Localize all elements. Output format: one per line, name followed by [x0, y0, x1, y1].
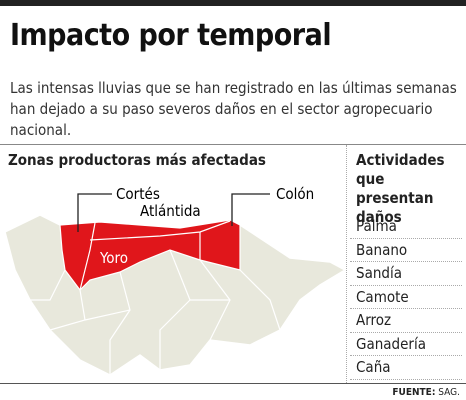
map-label: Cortés — [116, 185, 160, 203]
map-label: Atlántida — [140, 202, 201, 220]
map: Cortés Atlántida Colón Yoro — [4, 185, 346, 376]
affected-borders — [79, 220, 231, 291]
departments — [30, 249, 281, 375]
divider — [346, 145, 347, 383]
activities-title: Actividades que presentan daños — [356, 151, 445, 226]
leader-lines — [77, 193, 270, 232]
source-label: FUENTE: — [392, 387, 436, 398]
activity-item: Palma — [350, 215, 462, 239]
map-label: Colón — [276, 185, 314, 203]
map-label: Yoro — [99, 249, 128, 267]
affected-zone — [59, 219, 241, 291]
activities-list: Palma Banano Sandía Camote Arroz Ganadería Cañ… — [350, 215, 462, 380]
activity-item: Arroz — [350, 309, 462, 333]
activity-item: Banano — [350, 239, 462, 262]
footer-rule — [0, 383, 466, 384]
map-title: Zonas productoras más afectadas — [8, 151, 266, 169]
source: FUENTE: SAG. — [392, 387, 460, 398]
activity-item: Camote — [350, 286, 462, 309]
top-bar — [0, 0, 466, 6]
description: Las intensas lluvias que se han registra… — [10, 79, 457, 139]
rule — [0, 144, 466, 145]
activity-item: Sandía — [350, 262, 462, 286]
activity-item: Caña — [350, 356, 462, 380]
title: Impacto por temporal — [10, 18, 332, 53]
activity-item: Ganadería — [350, 333, 462, 356]
source-value: SAG. — [438, 387, 460, 398]
